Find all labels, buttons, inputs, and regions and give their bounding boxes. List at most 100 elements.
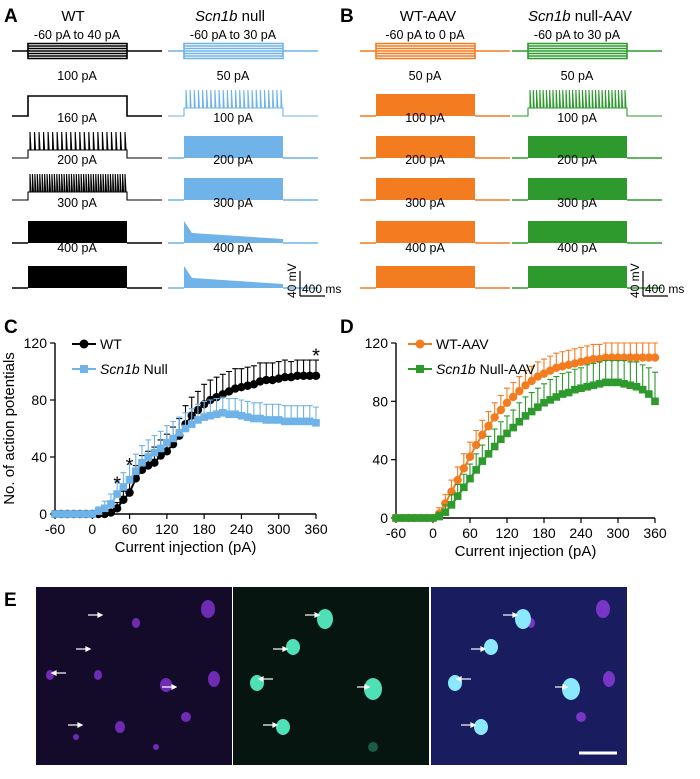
- chart-d-err-1-40: [639, 364, 646, 390]
- chart-c-xtick-label-1: 0: [88, 521, 96, 537]
- chart-c-point-1-35: [268, 416, 277, 424]
- chart-d-point-1-32: [589, 381, 598, 390]
- chart-c-point-1-6: [88, 510, 97, 518]
- panel-letter-b: B: [340, 6, 354, 27]
- traces-wt-aav: -60 pA to 0 pA 50 pA 100 pA 200 pA 300 pA 400…: [360, 28, 510, 289]
- chart-c-point-0-11: [119, 495, 128, 504]
- chart-c-point-1-38: [287, 417, 295, 426]
- chart-d-point-1-19: [509, 423, 517, 432]
- chart-c-point-1-21: [181, 424, 190, 433]
- wtaav-label-4: 200 pA: [405, 153, 445, 167]
- chart-d-point-0-20: [515, 386, 524, 396]
- chart-d-point-1-1: [398, 514, 406, 522]
- legend-d: WT-AAV Scn1b Null-AAV: [408, 336, 536, 377]
- wt-label-1: -60 pA to 40 pA: [34, 28, 121, 42]
- chart-c-point-0-14: [137, 465, 147, 475]
- chart-d-point-0-18: [502, 398, 512, 407]
- chart-c-point-1-34: [262, 416, 271, 424]
- panel-letter-c: C: [4, 317, 18, 338]
- chart-d-point-1-23: [534, 403, 542, 411]
- nullaav-trace-6: [528, 266, 627, 288]
- null-label-6: 400 pA: [213, 241, 253, 255]
- chart-c-point-0-10: [112, 504, 122, 513]
- chart-d-err-1-38: [627, 361, 634, 386]
- chart-c-point-1-20: [175, 428, 184, 437]
- chart-c-point-1-33: [256, 414, 264, 423]
- chart-c-point-0-34: [262, 375, 271, 385]
- chart-d-ytick-label-2: 80: [372, 393, 388, 409]
- chart-c-ytick-label-2: 80: [31, 392, 47, 408]
- chart-c-star-0: *: [113, 474, 121, 496]
- chart-d-point-1-15: [484, 450, 493, 458]
- wtaav-trace-6: [376, 266, 475, 288]
- chart-d-point-1-38: [626, 381, 635, 390]
- nullaav-label-1: -60 pA to 30 pA: [534, 28, 621, 42]
- chart-d-point-1-5: [423, 514, 431, 522]
- chart-c-point-1-14: [138, 458, 146, 467]
- chart-c-point-1-3: [69, 510, 78, 518]
- chart-c-xtick-label-2: 60: [122, 521, 138, 537]
- chart-d-point-0-10: [453, 475, 462, 485]
- null-label-3: 100 pA: [213, 111, 253, 125]
- wtaav-trace-3: [376, 136, 475, 158]
- chart-d-err-1-39: [633, 361, 640, 387]
- chart-d-point-1-3: [410, 514, 419, 522]
- wtaav-label-5: 300 pA: [405, 196, 445, 210]
- chart-c-point-1-15: [144, 453, 153, 461]
- chart-d-point-0-36: [613, 353, 623, 362]
- chart-c-point-1-2: [63, 510, 72, 518]
- chart-c-ytick-label-0: 0: [39, 506, 47, 522]
- wt-label-2: 100 pA: [57, 69, 97, 83]
- chart-c-point-0-12: [125, 488, 134, 497]
- chart-d-point-1-0: [392, 514, 400, 522]
- panel-a: A WT Scn1b null -60 pA to 40 pA 100 pA 160…: [4, 6, 341, 298]
- nullaav-trace-5: [528, 221, 627, 243]
- wt-trace-2: [12, 95, 162, 117]
- chart-d-point-1-35: [608, 378, 616, 387]
- wt-trace-3: [12, 131, 162, 159]
- chart-d-point-1-31: [583, 382, 591, 391]
- chart-d-xtick-label-3: 120: [495, 525, 519, 541]
- traces-scn1b-null-aav: -60 pA to 30 pA 50 pA 100 pA 200 pA 300 pA 40…: [512, 28, 662, 289]
- chart-d-xtick-label-5: 240: [569, 525, 593, 541]
- legend-wt-marker: [79, 339, 89, 349]
- chart-c-point-1-12: [125, 476, 134, 484]
- chart-d-xtick-label-2: 60: [462, 525, 478, 541]
- chart-c-point-1-17: [156, 444, 165, 453]
- null-label-1: -60 pA to 30 pA: [190, 28, 277, 42]
- chart-d-point-0-21: [521, 381, 530, 390]
- chart-c-point-1-28: [225, 410, 233, 419]
- chart-c-point-1-5: [82, 510, 90, 518]
- null-label-5: 300 pA: [213, 196, 253, 210]
- null-trace-1: [168, 42, 318, 60]
- chart-d-point-0-13: [471, 440, 481, 450]
- chart-d-point-1-6: [429, 514, 437, 522]
- chart-c-xtick-label-5: 240: [230, 521, 254, 537]
- chart-d-point-0-35: [607, 353, 617, 362]
- chart-d-point-0-19: [508, 392, 518, 402]
- wt-trace-4: [12, 173, 162, 201]
- wtaav-label-6: 400 pA: [405, 241, 445, 255]
- chart-d-point-1-37: [620, 380, 628, 388]
- legend-wt-aav-marker: [415, 339, 425, 349]
- chart-c-point-1-32: [250, 414, 258, 423]
- chart-d-point-1-7: [435, 512, 443, 521]
- chart-c-point-0-42: [311, 371, 321, 380]
- chart-c-point-1-24: [200, 413, 208, 421]
- chart-c-xlabel: Current injection (pA): [115, 539, 257, 556]
- nullaav-label-2: 50 pA: [561, 69, 594, 83]
- chart-d-point-1-2: [404, 514, 413, 522]
- chart-d-point-0-15: [484, 421, 493, 431]
- chart-d-xtick-label-7: 360: [643, 525, 667, 541]
- wtaav-label-1: -60 pA to 0 pA: [385, 28, 465, 42]
- chart-d-point-1-33: [595, 380, 604, 388]
- chart-d-point-0-34: [601, 353, 610, 362]
- chart-d-point-1-17: [497, 435, 505, 444]
- chart-d-point-1-25: [546, 396, 554, 404]
- chart-c-point-1-42: [312, 419, 320, 427]
- null-label-2: 50 pA: [217, 69, 250, 83]
- wtaav-trace-2: [376, 94, 475, 116]
- chart-c-xtick-label-0: -60: [45, 521, 65, 537]
- chart-d-point-0-11: [459, 464, 469, 473]
